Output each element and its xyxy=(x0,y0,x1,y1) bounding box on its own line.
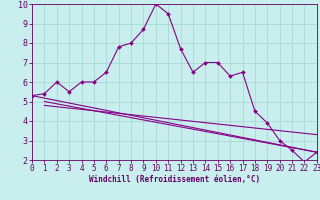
X-axis label: Windchill (Refroidissement éolien,°C): Windchill (Refroidissement éolien,°C) xyxy=(89,175,260,184)
